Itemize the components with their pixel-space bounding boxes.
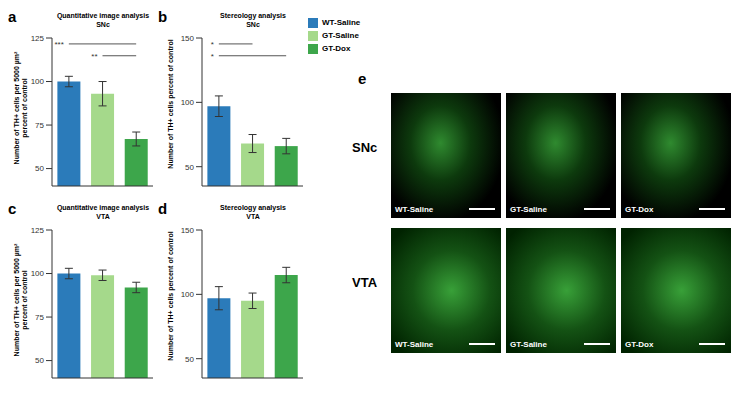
svg-text:*: * <box>211 52 214 61</box>
svg-text:100: 100 <box>181 290 195 299</box>
html-text:b: b <box>158 8 168 25</box>
html-text:e: e <box>358 70 367 87</box>
svg-text:50: 50 <box>185 163 194 172</box>
svg-text:***: *** <box>54 40 63 49</box>
svg-text:100: 100 <box>31 269 45 278</box>
html-text:SNc: SNc <box>352 140 378 155</box>
html-text:GT-Dox: GT-Dox <box>625 340 654 349</box>
html-text:GT-Saline: GT-Saline <box>510 205 547 214</box>
html-text:Stereology analysis: Stereology analysis <box>220 12 286 19</box>
html-text:percent of control: percent of control <box>21 78 28 138</box>
svg-text:75: 75 <box>35 121 44 130</box>
svg-text:50: 50 <box>185 355 194 364</box>
html-text:Number of TH+ cells percent of: Number of TH+ cells percent of control <box>167 39 174 169</box>
html-text:Stereology analysis: Stereology analysis <box>220 204 286 211</box>
svg-text:*: * <box>211 40 214 49</box>
svg-text:150: 150 <box>181 34 195 43</box>
html-text:a: a <box>8 8 17 25</box>
html-text:WT-Saline: WT-Saline <box>395 340 434 349</box>
html-text:SNc: SNc <box>246 21 260 28</box>
html-text:VTA: VTA <box>246 213 260 220</box>
svg-text:100: 100 <box>31 77 45 86</box>
html-text:Number of TH+ cells per 5000 µ: Number of TH+ cells per 5000 µm² <box>13 243 20 357</box>
svg-text:**: ** <box>91 52 97 61</box>
html-text:d: d <box>158 200 168 217</box>
html-text:Number of TH+ cells per 5000 µ: Number of TH+ cells per 5000 µm² <box>13 51 20 165</box>
svg-text:125: 125 <box>31 34 45 43</box>
html-text:GT-Saline: GT-Saline <box>322 31 359 40</box>
svg-text:75: 75 <box>35 313 44 322</box>
html-text:Quantitative image analysis: Quantitative image analysis <box>56 12 150 19</box>
html-text:GT-Saline: GT-Saline <box>510 340 547 349</box>
html-text:Quantitative image analysis: Quantitative image analysis <box>56 204 150 211</box>
svg-text:100: 100 <box>181 98 195 107</box>
html-text:GT-Dox: GT-Dox <box>322 44 351 53</box>
svg-text:150: 150 <box>181 226 195 235</box>
html-text:WT-Saline: WT-Saline <box>395 205 434 214</box>
html-text:WT-Saline: WT-Saline <box>322 18 361 27</box>
html-text:GT-Dox: GT-Dox <box>625 205 654 214</box>
html-text:c: c <box>8 200 17 217</box>
svg-text:50: 50 <box>35 356 44 365</box>
html-text:VTA: VTA <box>96 213 110 220</box>
html-text:percent of control: percent of control <box>21 270 28 330</box>
svg-text:125: 125 <box>31 226 45 235</box>
html-text:VTA: VTA <box>352 275 377 290</box>
html-text:SNc: SNc <box>96 21 110 28</box>
svg-text:50: 50 <box>35 164 44 173</box>
html-text:Number of TH+ cells percent of: Number of TH+ cells percent of control <box>167 231 174 361</box>
